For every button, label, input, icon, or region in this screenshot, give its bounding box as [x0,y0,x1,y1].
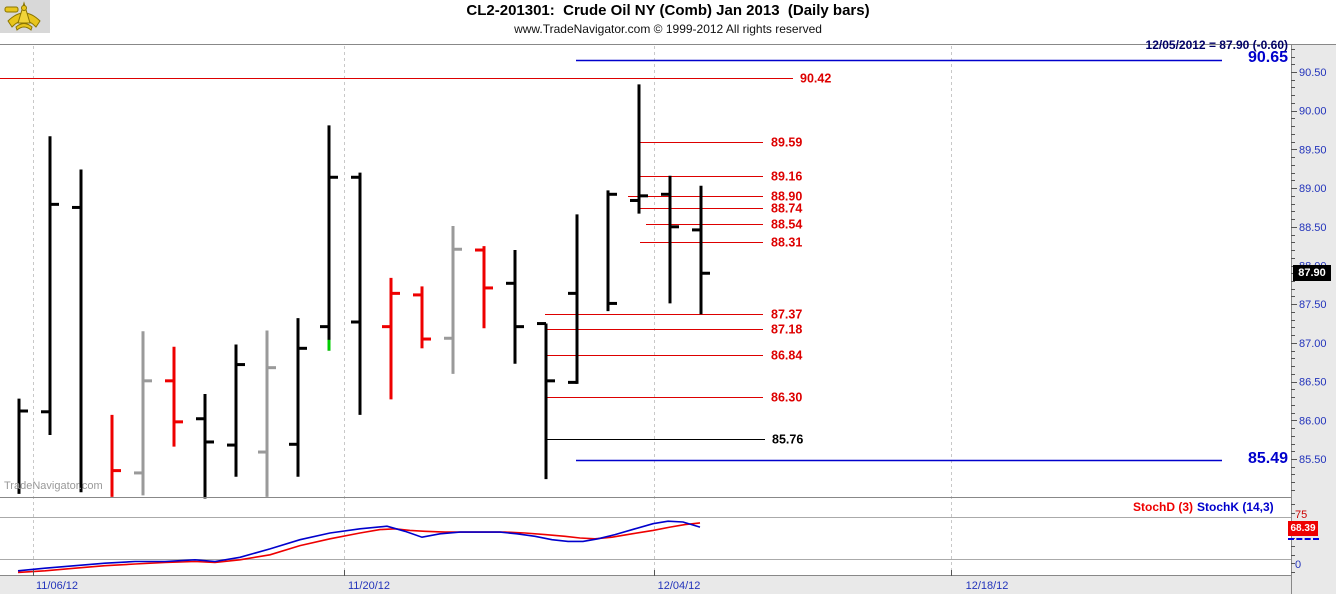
price-level-label: 89.59 [771,136,802,150]
price-axis-label: 88.50 [1299,222,1327,234]
price-level-label: 85.76 [772,433,803,447]
price-level-label: 90.42 [800,72,831,86]
price-axis-label: 89.00 [1299,183,1327,195]
stochd-curve [17,522,701,574]
stoch-value-underline [1288,538,1319,540]
page-title: CL2-201301: Crude Oil NY (Comb) Jan 2013… [466,2,870,19]
date-axis-label: 11/06/12 [36,580,78,592]
stochk-curve [17,520,701,572]
price-axis-label: 87.50 [1299,299,1327,311]
date-axis-label: 11/20/12 [348,580,390,592]
price-axis-label: 86.00 [1299,415,1327,427]
price-level-label: 88.31 [771,236,802,250]
last-quote-label: 12/05/2012 = 87.90 (-0.60) [1145,38,1288,52]
watermark: TradeNavigator.com [4,480,103,492]
price-axis-label: 87.00 [1299,338,1327,350]
stoch-axis-0-label: 0 [1295,559,1302,571]
stochd-legend-label: StochD (3) [1133,500,1193,514]
high-projection-label: 90.65 [1247,49,1288,66]
price-level-label: 88.74 [771,202,802,216]
price-axis-label: 85.50 [1299,454,1327,466]
price-axis-label: 90.50 [1299,67,1327,79]
price-level-label: 87.37 [771,308,802,322]
price-level-label: 88.54 [771,218,802,232]
price-axis-label: 86.50 [1299,377,1327,389]
date-axis-label: 12/18/12 [966,580,1009,592]
page-subtitle: www.TradeNavigator.com © 1999-2012 All r… [514,22,822,36]
price-axis-label: 89.50 [1299,144,1327,156]
price-axis-label: 90.00 [1299,106,1327,118]
price-level-label: 86.84 [771,349,802,363]
low-projection-label: 85.49 [1247,450,1288,467]
price-level-label: 86.30 [771,391,802,405]
stoch-value-badge: 68.39 [1288,521,1318,536]
stoch-axis-75-label: 75 [1295,509,1308,521]
date-axis-label: 12/04/12 [658,580,701,592]
price-level-label: 88.90 [771,190,802,204]
date-axis-strip [0,576,1292,594]
stochk-legend-label: StochK (14,3) [1197,500,1274,514]
price-level-label: 87.18 [771,323,802,337]
sextant-logo-icon [4,1,41,31]
price-level-label: 89.16 [771,170,802,184]
price-axis-strip [1292,44,1336,594]
last-price-badge: 87.90 [1293,265,1331,281]
